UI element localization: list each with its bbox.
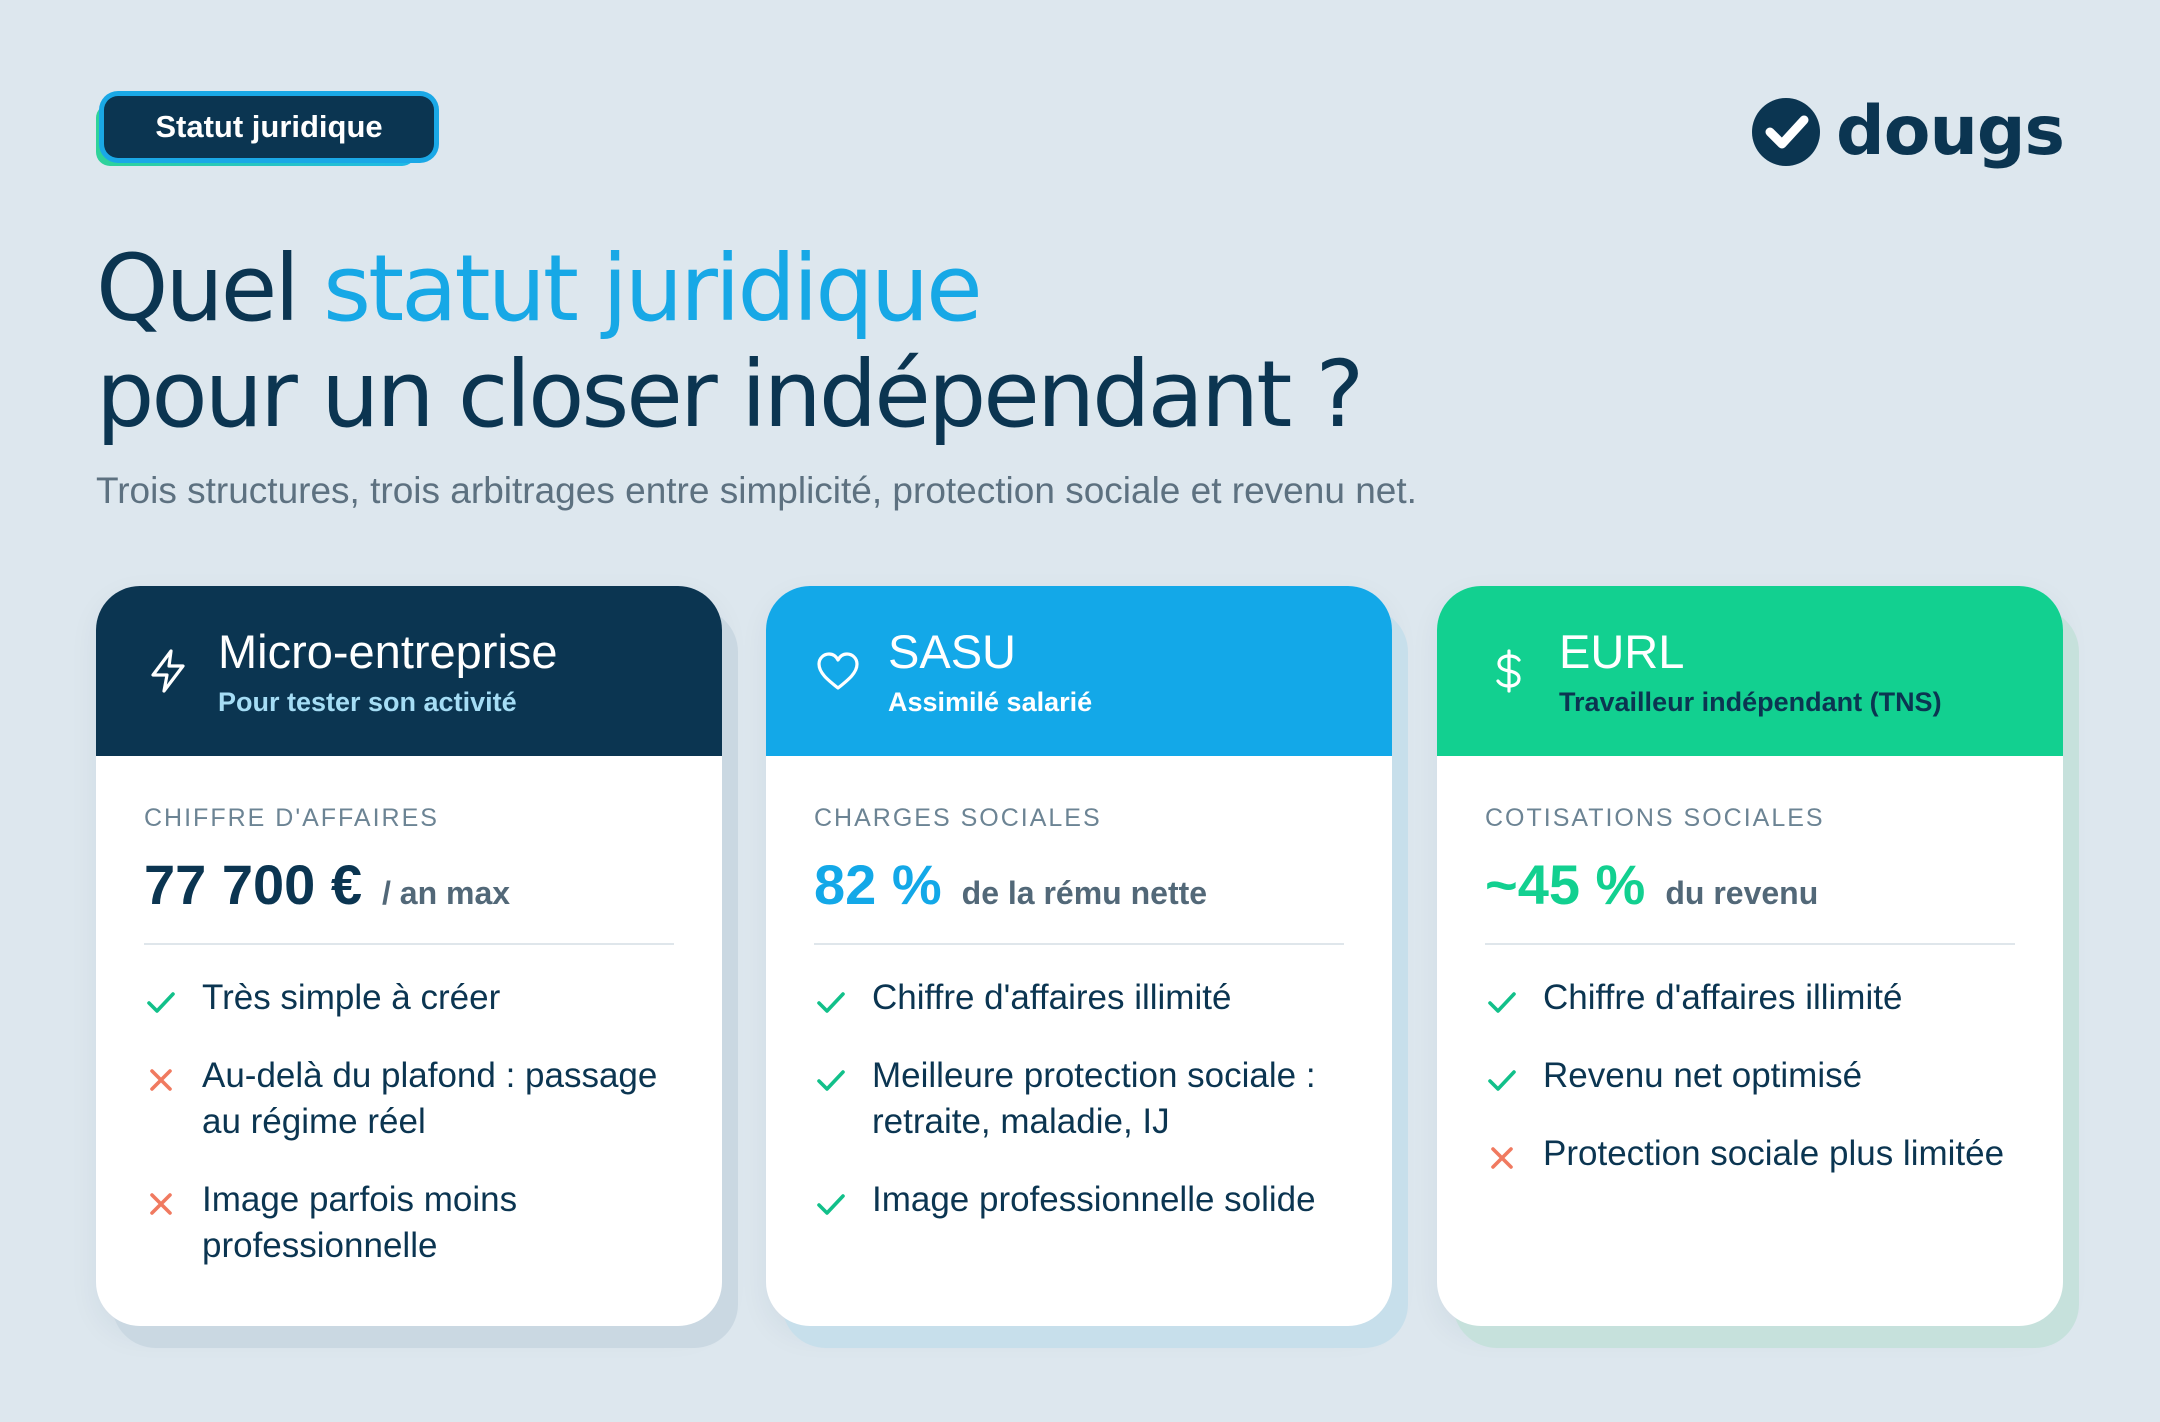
title-part1: Quel — [96, 235, 324, 342]
metric-label: COTISATIONS SOCIALES — [1485, 804, 1825, 832]
check-icon — [817, 1194, 845, 1215]
item-text: Protection sociale plus limitée — [1543, 1134, 2005, 1173]
metric-value: 82 % — [814, 853, 942, 916]
badge-label: Statut juridique — [104, 96, 434, 158]
card-eurl: EURL Travailleur indépendant (TNS) COTIS… — [1437, 586, 2063, 1326]
check-icon — [817, 992, 845, 1013]
metric-value: 77 700 € — [144, 853, 362, 916]
metric-value: ~45 % — [1485, 853, 1646, 916]
metric-unit: du revenu — [1665, 875, 1819, 911]
card-title: Micro-entreprise — [218, 624, 558, 678]
metric-unit: / an max — [381, 875, 511, 911]
card-subtitle: Assimilé salarié — [888, 686, 1093, 717]
list-item: Chiffre d'affaires illimité — [814, 975, 1344, 1021]
metric-label: CHARGES SOCIALES — [814, 804, 1102, 832]
card-sasu: SASU Assimilé salarié CHARGES SOCIALES 8… — [766, 586, 1392, 1326]
item-text: Image professionnelle solide — [872, 1180, 1316, 1219]
cross-icon — [150, 1193, 172, 1215]
title-accent: statut juridique — [323, 235, 983, 342]
page-title: Quel statut juridique pour un closer ind… — [96, 235, 1364, 448]
lightning-icon — [151, 649, 185, 693]
card-header: Micro-entreprise Pour tester son activit… — [96, 586, 722, 756]
dollar-icon — [1496, 649, 1521, 693]
metric-label: CHIFFRE D'AFFAIRES — [144, 804, 439, 832]
cross-icon — [1491, 1147, 1513, 1169]
card-micro-entreprise: Micro-entreprise Pour tester son activit… — [96, 586, 722, 1326]
divider — [1485, 943, 2015, 945]
item-text: Très simple à créer — [202, 978, 501, 1017]
item-text: Chiffre d'affaires illimité — [1543, 978, 1903, 1017]
title-line2: pour un closer indépendant ? — [96, 341, 1364, 448]
check-icon — [1488, 1070, 1516, 1091]
cross-icon — [150, 1069, 172, 1091]
card-subtitle: Pour tester son activité — [218, 686, 517, 717]
check-icon — [147, 992, 175, 1013]
logo-text: dougs — [1836, 92, 2065, 171]
list-item: Chiffre d'affaires illimité — [1485, 975, 2015, 1021]
list-item: Image parfois moins professionnelle — [144, 1177, 674, 1269]
list-item: Très simple à créer — [144, 975, 674, 1021]
list-item: Protection sociale plus limitée — [1485, 1131, 2015, 1177]
brand-logo: dougs — [1750, 92, 2065, 171]
item-text: Revenu net optimisé — [1543, 1056, 1863, 1095]
category-badge: Statut juridique — [96, 96, 434, 170]
card-header: EURL Travailleur indépendant (TNS) — [1437, 586, 2063, 756]
check-icon — [817, 1070, 845, 1091]
page-subtitle: Trois structures, trois arbitrages entre… — [96, 470, 1417, 511]
item-text: Image parfois moins professionnelle — [202, 1180, 518, 1265]
heart-icon — [817, 652, 859, 690]
item-text: Meilleure protection sociale : retraite,… — [872, 1056, 1316, 1141]
card-title: EURL — [1559, 624, 1685, 678]
check-icon — [1488, 992, 1516, 1013]
item-text: Au-delà du plafond : passage au régime r… — [202, 1056, 658, 1141]
divider — [814, 943, 1344, 945]
metric-unit: de la rému nette — [961, 875, 1208, 911]
card-header: SASU Assimilé salarié — [766, 586, 1392, 756]
list-item: Au-delà du plafond : passage au régime r… — [144, 1053, 674, 1145]
item-text: Chiffre d'affaires illimité — [872, 978, 1232, 1017]
list-item: Meilleure protection sociale : retraite,… — [814, 1053, 1344, 1145]
divider — [144, 943, 674, 945]
list-item: Image professionnelle solide — [814, 1177, 1344, 1223]
list-item: Revenu net optimisé — [1485, 1053, 2015, 1099]
check-circle-icon — [1752, 98, 1821, 166]
card-title: SASU — [888, 624, 1016, 678]
card-subtitle: Travailleur indépendant (TNS) — [1559, 686, 1942, 717]
